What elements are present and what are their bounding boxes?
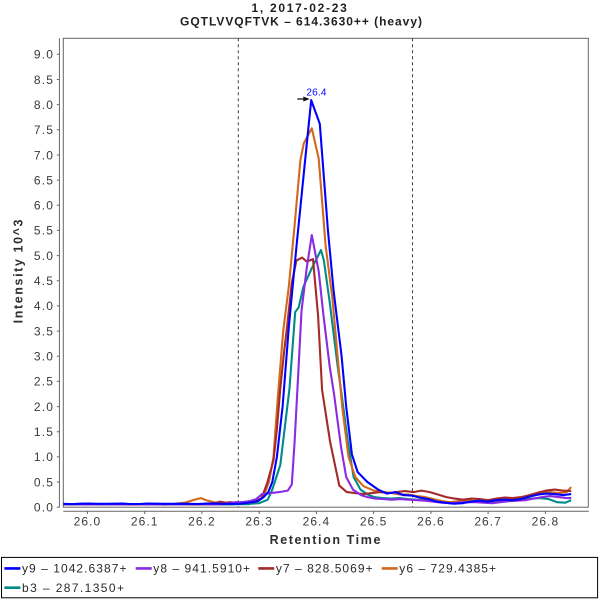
svg-text:3.0: 3.0 [34,350,54,364]
svg-text:7.0: 7.0 [34,148,54,162]
svg-text:8.5: 8.5 [34,73,54,87]
svg-text:y9 – 1042.6387+: y9 – 1042.6387+ [22,562,128,576]
svg-text:26.6: 26.6 [417,514,445,528]
svg-text:26.3: 26.3 [245,514,273,528]
svg-text:y6 – 729.4385+: y6 – 729.4385+ [399,562,497,576]
svg-text:26.7: 26.7 [474,514,502,528]
svg-text:26.1: 26.1 [131,514,159,528]
svg-text:1.5: 1.5 [34,425,54,439]
svg-text:4.0: 4.0 [34,299,54,313]
svg-text:0.0: 0.0 [34,501,54,515]
svg-text:26.4: 26.4 [303,514,331,528]
svg-text:6.0: 6.0 [34,199,54,213]
svg-text:1, 2017-02-23: 1, 2017-02-23 [251,1,348,15]
svg-text:1.0: 1.0 [34,450,54,464]
svg-text:b3 – 287.1350+: b3 – 287.1350+ [22,581,125,595]
svg-text:2.0: 2.0 [34,400,54,414]
svg-text:7.5: 7.5 [34,123,54,137]
svg-text:2.5: 2.5 [34,375,54,389]
svg-text:y7 – 828.5069+: y7 – 828.5069+ [276,562,374,576]
svg-text:5.5: 5.5 [34,224,54,238]
svg-text:8.0: 8.0 [34,98,54,112]
svg-text:26.0: 26.0 [74,514,102,528]
svg-text:GQTLVVQFTVK – 614.3630++ (heav: GQTLVVQFTVK – 614.3630++ (heavy) [180,15,423,29]
svg-text:3.5: 3.5 [34,324,54,338]
svg-text:Retention Time: Retention Time [270,533,382,547]
svg-text:Intensity 10^3: Intensity 10^3 [12,218,26,323]
svg-text:6.5: 6.5 [34,173,54,187]
svg-text:0.5: 0.5 [34,475,54,489]
svg-text:y8 – 941.5910+: y8 – 941.5910+ [153,562,251,576]
svg-text:26.8: 26.8 [532,514,560,528]
svg-text:26.5: 26.5 [360,514,388,528]
svg-text:4.5: 4.5 [34,274,54,288]
svg-text:26.2: 26.2 [188,514,216,528]
svg-text:5.0: 5.0 [34,249,54,263]
svg-text:26.4: 26.4 [306,88,327,99]
svg-text:9.0: 9.0 [34,48,54,62]
